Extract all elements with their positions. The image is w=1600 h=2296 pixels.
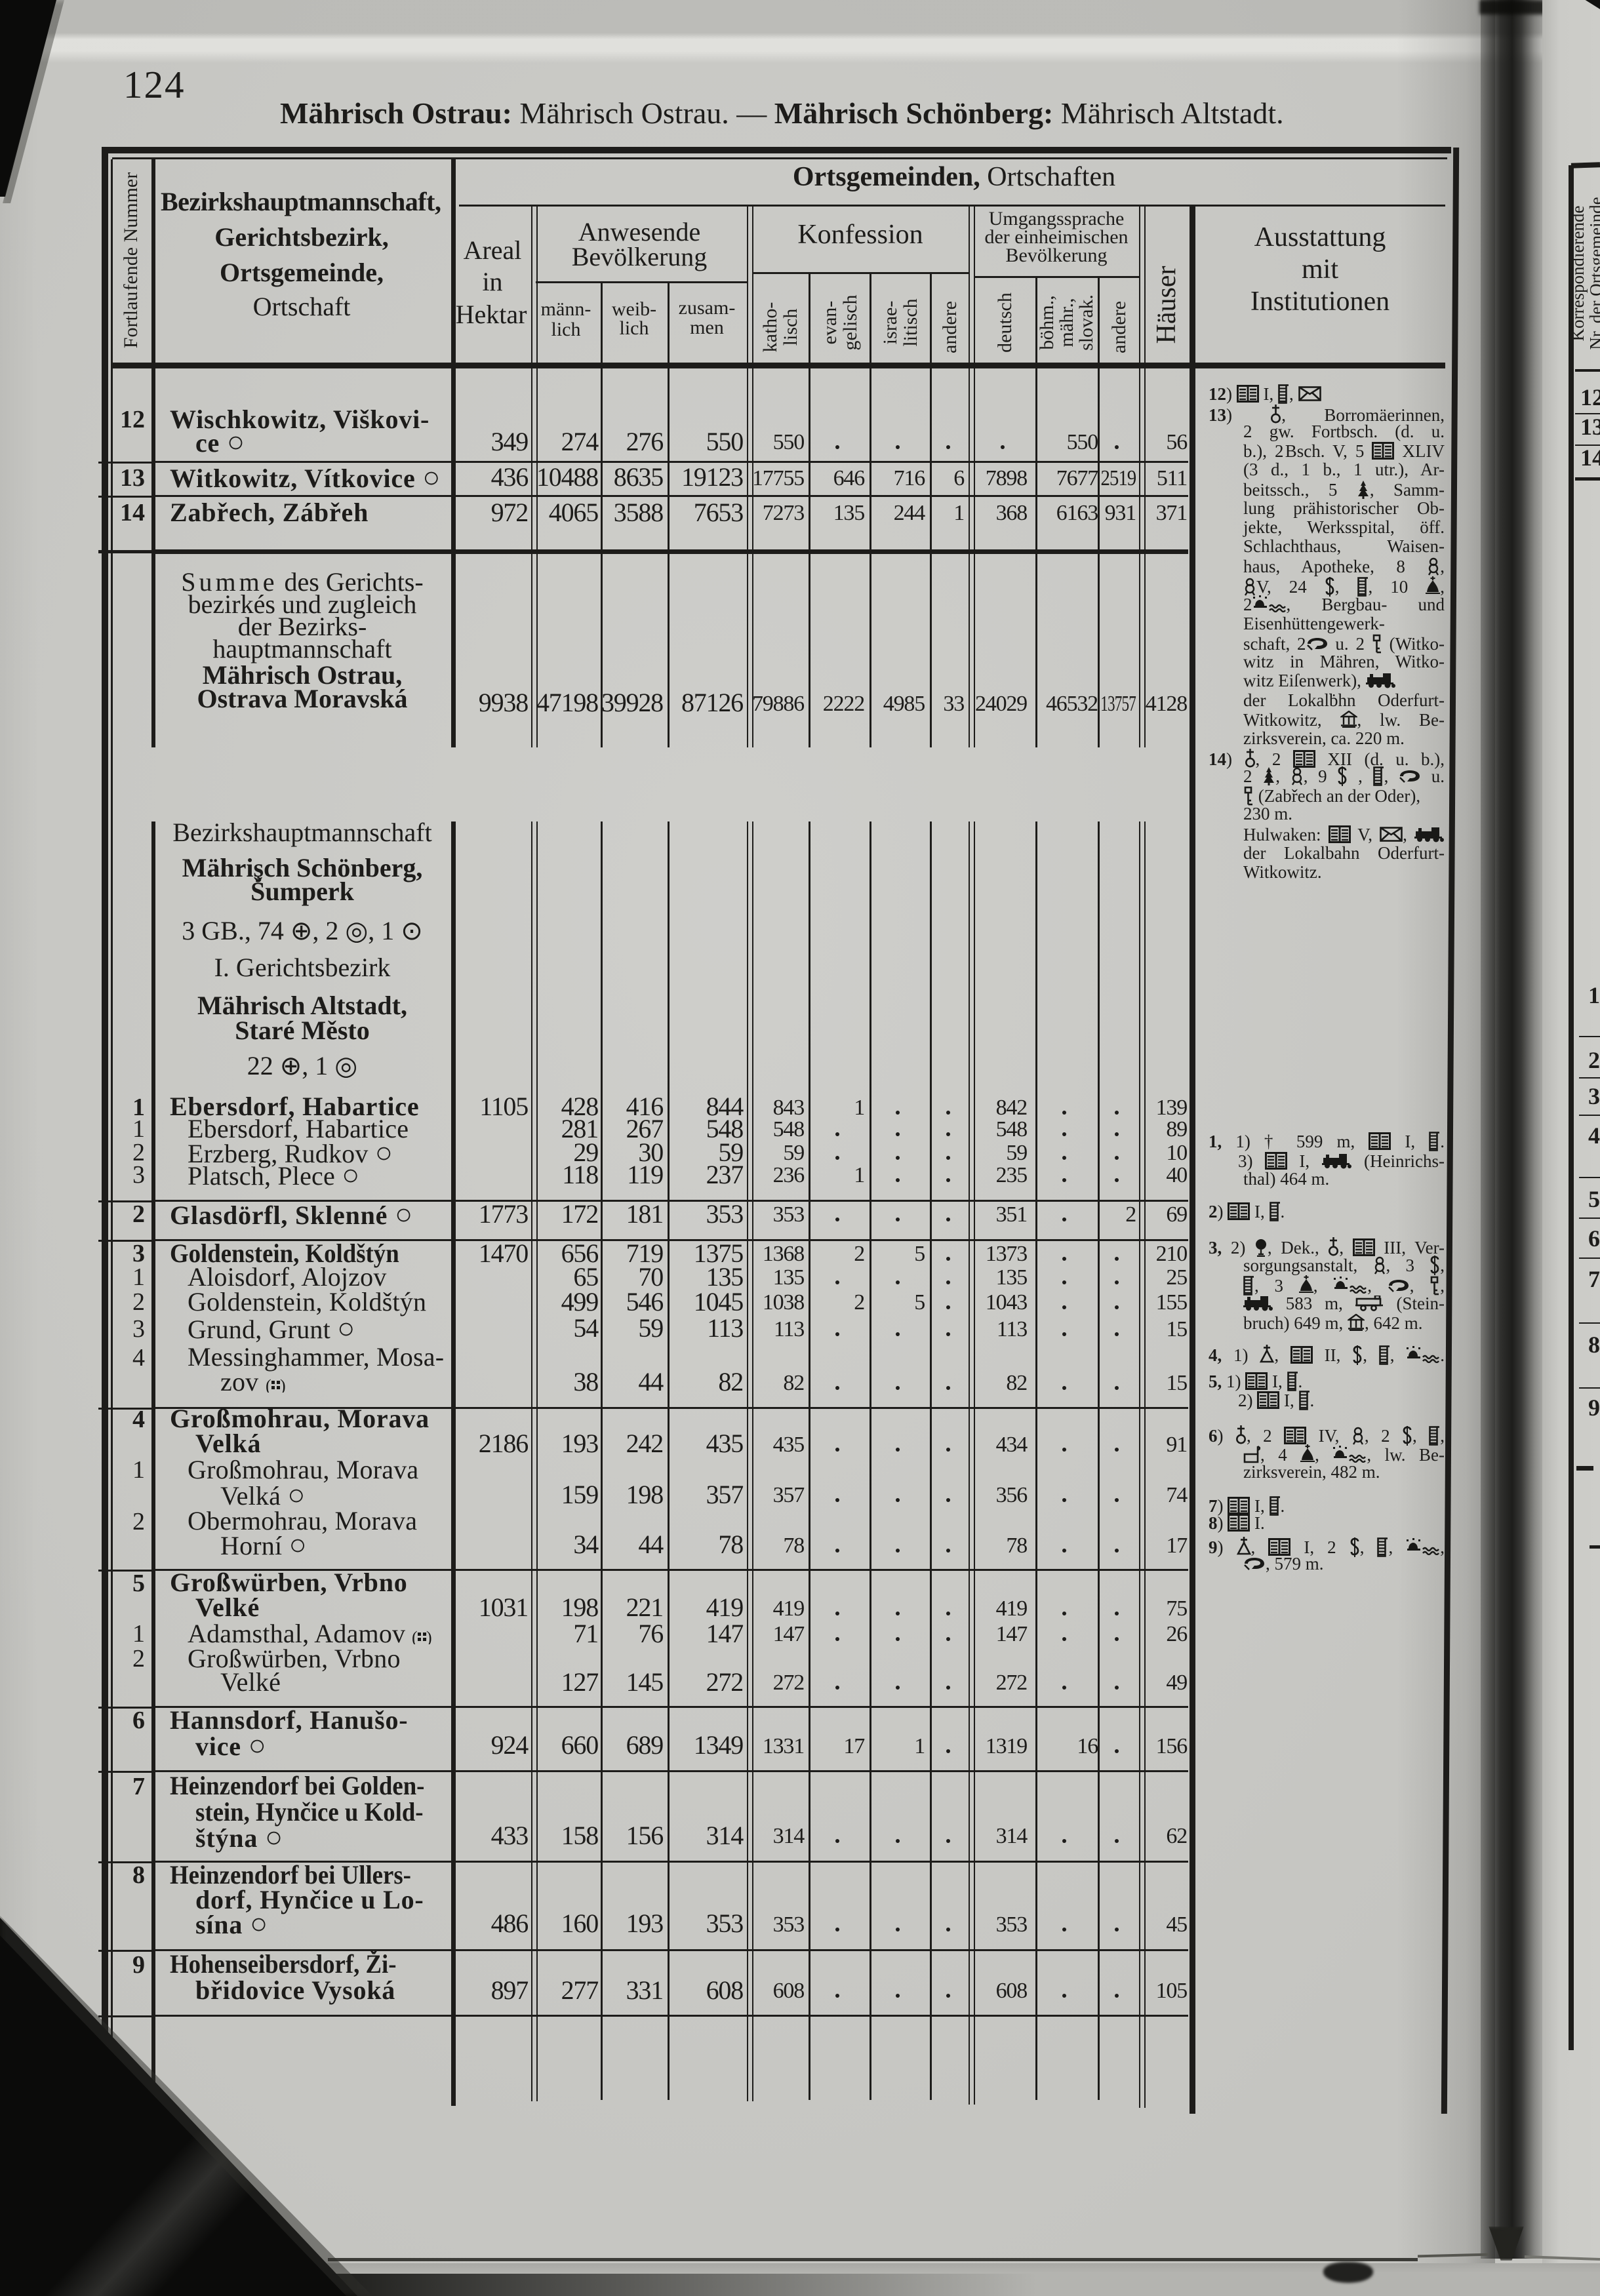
svg-text:): ) (426, 1630, 431, 1644)
svg-text:(: ( (266, 1378, 271, 1393)
svg-text:(: ( (412, 1630, 418, 1644)
svg-text:): ) (280, 1378, 285, 1393)
